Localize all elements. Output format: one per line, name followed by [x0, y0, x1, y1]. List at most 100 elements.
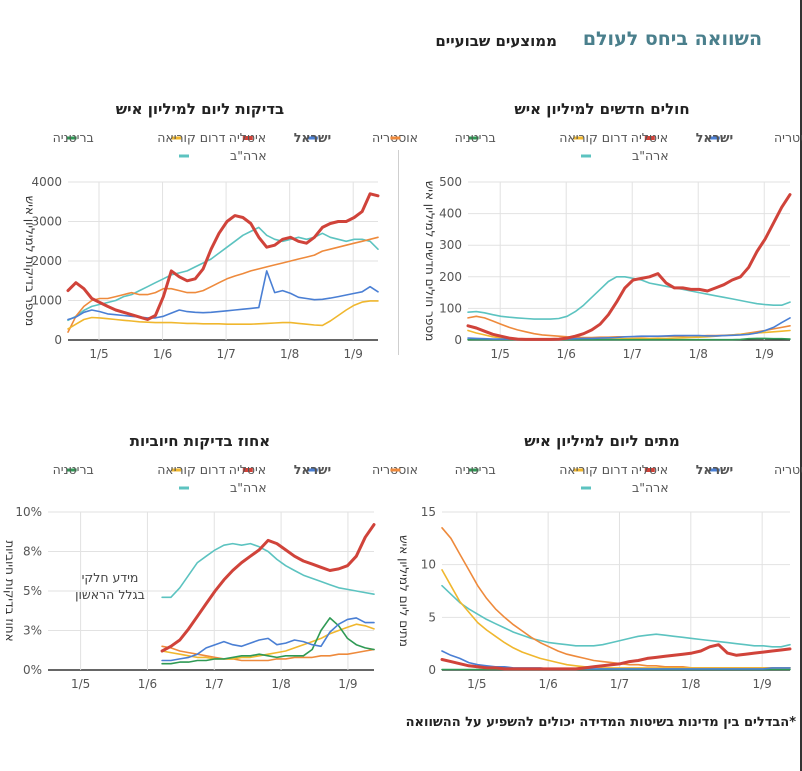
cases-ytick-label: 300: [439, 238, 462, 252]
deaths-series-britain: [441, 527, 791, 669]
deaths-ytick-label: 10: [421, 558, 436, 572]
tests-series-israel: [66, 192, 380, 321]
tests-ytick-label: 3000: [31, 215, 62, 229]
positivity-legend-label-usa: ארה"ב: [230, 480, 267, 495]
tests-xtick-label: 1/9: [344, 347, 363, 361]
positivity-ylabel: אחוז בדיקות חיוביות: [3, 540, 17, 641]
positivity-chart: אחוז בדיקות חיוביותאוסטריהישראלאיטליהדרו…: [0, 422, 418, 747]
cases-legend-label-israel: ישראל: [696, 130, 733, 145]
tests-ytick-label: 1000: [31, 294, 62, 308]
positivity-series-usa: [161, 542, 375, 599]
deaths-series-usa: [441, 584, 791, 648]
cases-ytick-label: 200: [439, 270, 462, 284]
cases-ytick-label: 500: [439, 175, 462, 189]
tests-legend-label-italy: איטליה: [229, 130, 266, 145]
tests-ytick-label: 0: [54, 333, 62, 347]
deaths-xtick-label: 1/5: [467, 677, 486, 691]
deaths-series-austria: [441, 650, 791, 670]
deaths-xtick-label: 1/7: [610, 677, 629, 691]
positivity-xtick-label: 1/5: [71, 677, 90, 691]
tests-xtick-label: 1/7: [216, 347, 235, 361]
cases-xtick-label: 1/6: [557, 347, 576, 361]
page-subtitle: ממוצעים שבועיים: [435, 32, 557, 50]
cases-legend-label-korea: דרום קוריאה: [559, 130, 627, 145]
positivity-annotation-line: מידע חלקי: [82, 570, 139, 585]
cases-ylabel: מספר חולים חדשים למיליון איש: [423, 181, 437, 341]
tests-xtick-label: 1/6: [153, 347, 172, 361]
deaths-legend-label-italy: איטליה: [631, 462, 668, 477]
positivity-title: אחוז בדיקות חיוביות: [130, 432, 270, 450]
tests-series-britain: [67, 236, 379, 333]
footnote: *הבדלים בין מדינות בשיטות המדידה יכולים …: [405, 715, 796, 730]
positivity-xtick-label: 1/9: [338, 677, 357, 691]
edge-divider: [800, 0, 802, 771]
page-title: השוואה ביחס לעולם: [582, 28, 762, 50]
cases-series-austria: [467, 317, 791, 341]
deaths-xtick-label: 1/8: [681, 677, 700, 691]
tests-legend-label-britain: בריטניה: [53, 130, 94, 145]
deaths-ytick-label: 5: [428, 610, 436, 624]
deaths-legend-label-korea: דרום קוריאה: [559, 462, 627, 477]
cases-legend-label-britain: בריטניה: [455, 130, 496, 145]
positivity-annotation-line: בגלל הראשון: [75, 587, 145, 602]
positivity-legend-label-israel: ישראל: [294, 462, 331, 477]
deaths-xtick-label: 1/9: [753, 677, 772, 691]
cases-legend-label-usa: ארה"ב: [632, 148, 669, 163]
deaths-svg: מתים ליום למיליון איש אוסטריה ישראל איטליה ד…: [390, 432, 802, 691]
positivity-series-israel: [160, 523, 376, 653]
positivity-series-korea: [161, 617, 375, 665]
tests-ylabel: מספר בדיקות למיליון איש: [23, 196, 37, 326]
deaths-legend-label-austria: אוסטריה: [774, 462, 802, 477]
tests-series-usa: [67, 226, 379, 322]
deaths-series-italy: [441, 569, 791, 669]
cases-ytick-label: 100: [439, 301, 462, 315]
cases-series-israel: [466, 193, 792, 341]
tests-legend-label-usa: ארה"ב: [230, 148, 267, 163]
deaths-series-israel: [440, 643, 792, 671]
deaths-xtick-label: 1/6: [538, 677, 557, 691]
deaths-ylabel: מתים ליום למיליון איש: [397, 535, 411, 647]
tests-ytick-label: 2000: [31, 254, 62, 268]
tests-svg: בדיקות ליום למיליון אישאוסטריהישראלאיטלי…: [23, 100, 418, 361]
positivity-ytick-label: 10%: [15, 505, 42, 519]
deaths-legend-label-usa: ארה"ב: [632, 480, 669, 495]
tests-series-austria: [67, 270, 379, 321]
cases-xtick-label: 1/7: [623, 347, 642, 361]
tests-ytick-label: 4000: [31, 175, 62, 189]
positivity-svg: אחוז בדיקות חיוביותאוסטריהישראלאיטליהדרו…: [3, 432, 418, 691]
cases-title: חולים חדשים למיליון איש: [514, 100, 689, 118]
deaths-ytick-label: 0: [428, 663, 436, 677]
column-divider: [398, 150, 399, 355]
cases-series-usa: [467, 276, 791, 320]
tests-series-italy: [67, 300, 379, 330]
cases-chart: חולים חדשים למיליון איש אוסטריה ישראל איטלי…: [390, 90, 802, 415]
cases-xtick-label: 1/9: [755, 347, 774, 361]
cases-xtick-label: 1/5: [491, 347, 510, 361]
deaths-legend-label-britain: בריטניה: [455, 462, 496, 477]
tests-xtick-label: 1/5: [89, 347, 108, 361]
tests-chart: בדיקות ליום למיליון אישאוסטריהישראלאיטלי…: [0, 90, 418, 415]
positivity-ytick-label: 5%: [23, 584, 42, 598]
positivity-ytick-label: 8%: [23, 545, 42, 559]
positivity-ytick-label: 0%: [23, 663, 42, 677]
positivity-series-austria: [161, 617, 375, 662]
tests-title: בדיקות ליום למיליון איש: [116, 100, 284, 118]
cases-legend-label-austria: אוסטריה: [774, 130, 802, 145]
cases-svg: חולים חדשים למיליון איש אוסטריה ישראל איטלי…: [390, 100, 802, 361]
deaths-title: מתים ליום למיליון איש: [524, 432, 680, 450]
deaths-legend-label-israel: ישראל: [696, 462, 733, 477]
deaths-chart: מתים ליום למיליון איש אוסטריה ישראל איטליה ד…: [390, 422, 802, 747]
cases-xtick-label: 1/8: [689, 347, 708, 361]
positivity-legend-label-italy: איטליה: [229, 462, 266, 477]
positivity-ytick-label: 3%: [23, 624, 42, 638]
tests-legend-label-korea: דרום קוריאה: [157, 130, 225, 145]
deaths-ytick-label: 15: [421, 505, 436, 519]
positivity-legend-label-britain: בריטניה: [53, 462, 94, 477]
tests-xtick-label: 1/8: [280, 347, 299, 361]
positivity-series-italy: [161, 623, 375, 660]
positivity-xtick-label: 1/8: [271, 677, 290, 691]
cases-legend-label-italy: איטליה: [631, 130, 668, 145]
positivity-xtick-label: 1/6: [138, 677, 157, 691]
positivity-legend-label-korea: דרום קוריאה: [157, 462, 225, 477]
positivity-xtick-label: 1/7: [205, 677, 224, 691]
